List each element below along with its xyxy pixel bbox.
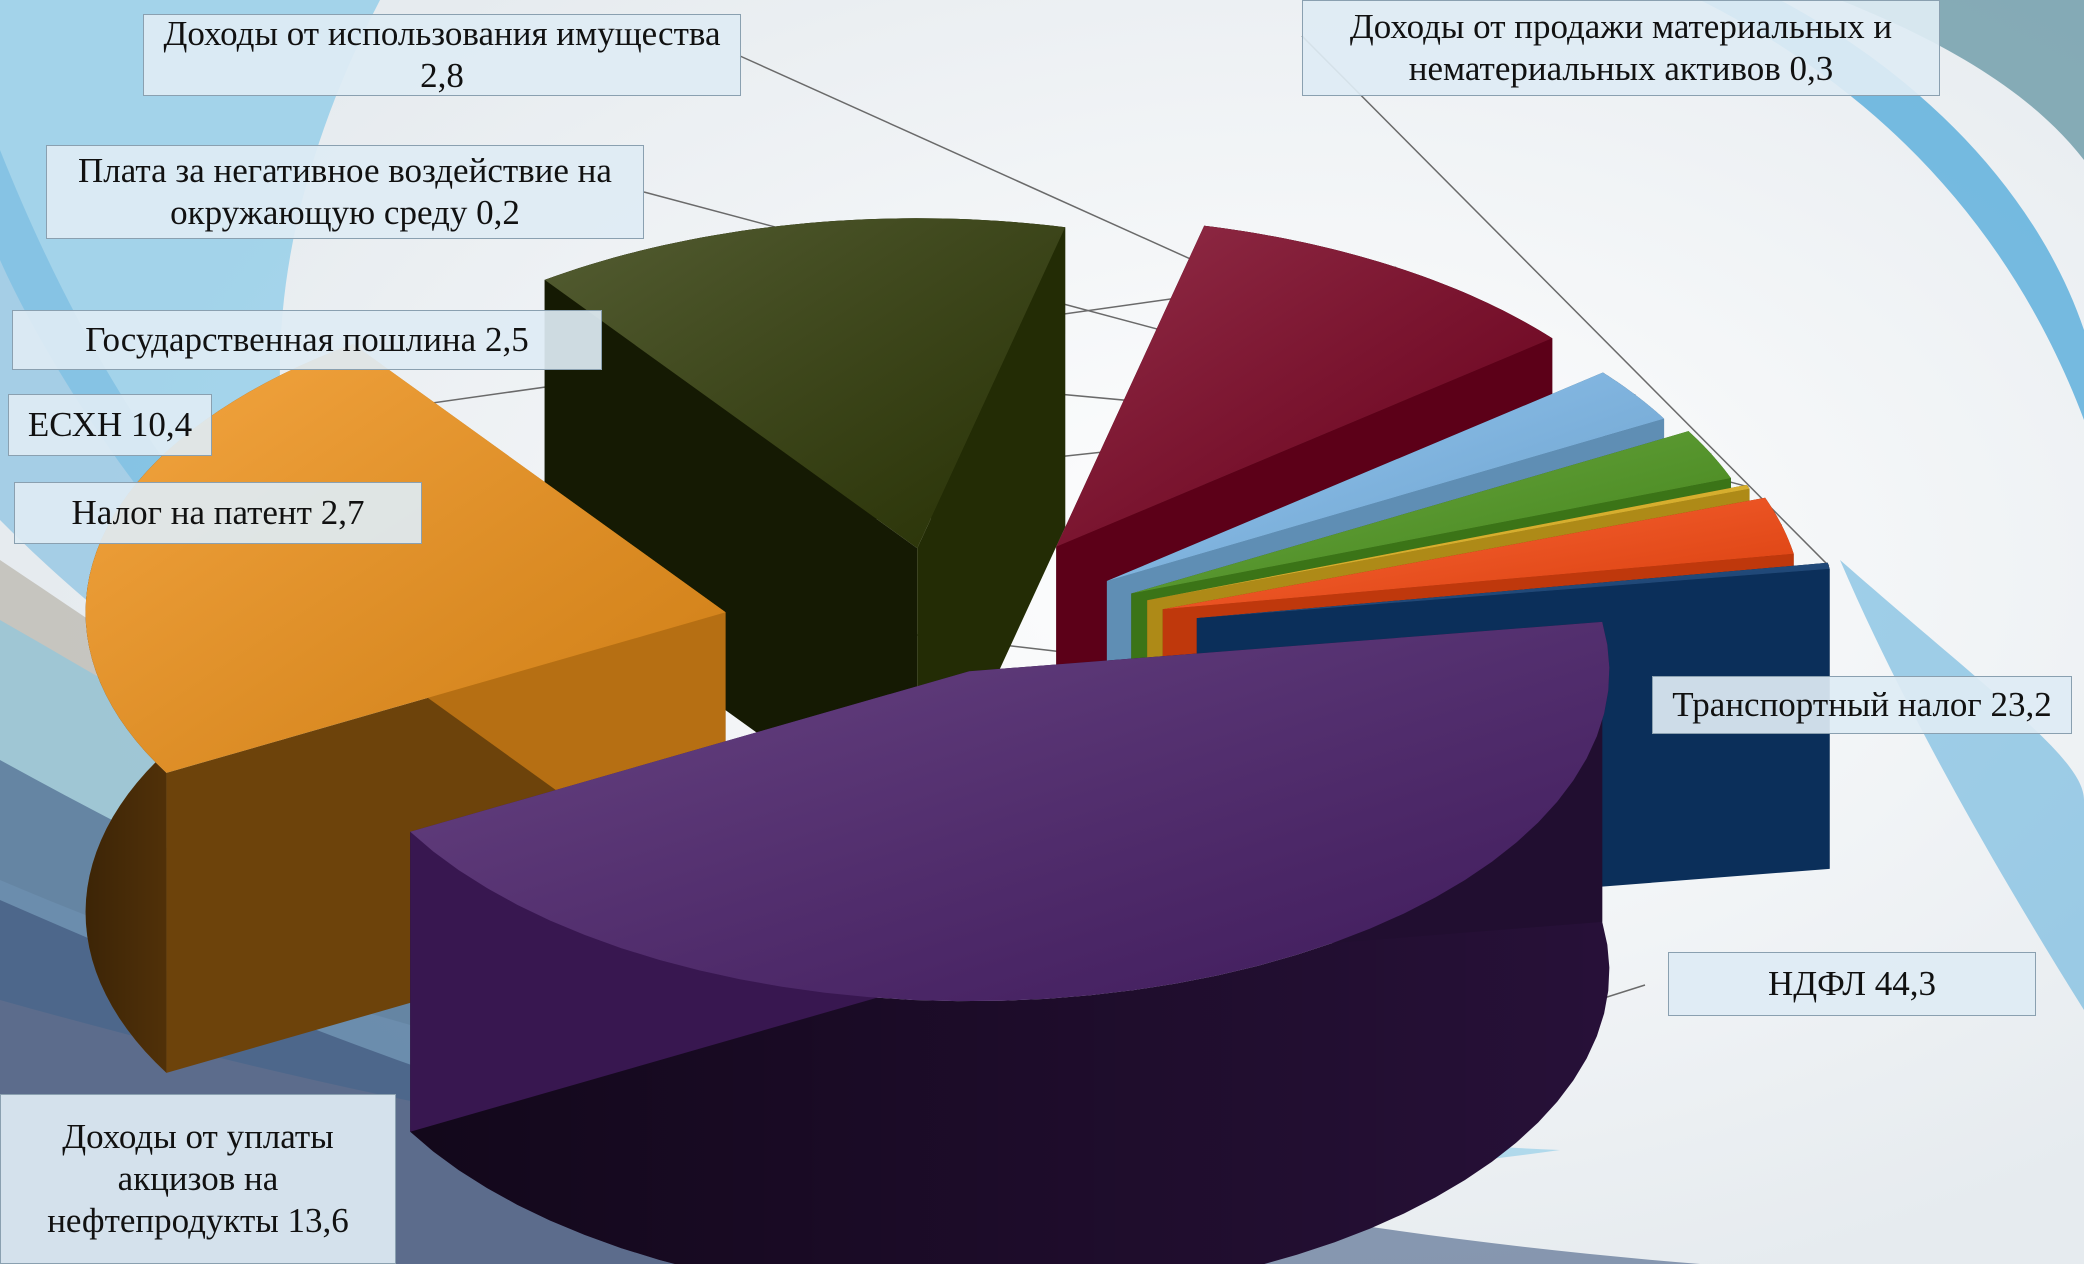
slice-label-asset-sales-text: Доходы от продажи материальных и нематер… bbox=[1349, 7, 1893, 88]
slice-label-ndfl: НДФЛ 44,3 bbox=[1668, 952, 2036, 1016]
pie-slices bbox=[85, 218, 1830, 1264]
slice-label-ndfl-text: НДФЛ 44,3 bbox=[1768, 964, 1936, 1003]
slice-label-patent: Налог на патент 2,7 bbox=[14, 482, 422, 544]
slice-side-shade-ndfl bbox=[410, 621, 1610, 1264]
leader-line-asset-sales bbox=[1301, 35, 1830, 567]
slice-label-eskhn: ЕСХН 10,4 bbox=[8, 394, 212, 456]
slice-top-shade-patent bbox=[1106, 372, 1665, 582]
slice-label-asset-sales: Доходы от продажи материальных и нематер… bbox=[1302, 0, 1940, 96]
slice-label-state-duty-text: Государственная пошлина 2,5 bbox=[85, 320, 529, 359]
slice-label-excise: Доходы от уплаты акцизов на нефтепродукт… bbox=[0, 1094, 396, 1264]
slice-label-property-text: Доходы от использования имущества 2,8 bbox=[163, 14, 721, 95]
slice-top-shade-property bbox=[1162, 497, 1794, 610]
slice-label-state-duty: Государственная пошлина 2,5 bbox=[12, 310, 602, 370]
slice-label-property: Доходы от использования имущества 2,8 bbox=[143, 14, 741, 96]
slice-label-patent-text: Налог на патент 2,7 bbox=[71, 493, 365, 532]
slice-ndfl bbox=[410, 621, 1610, 1264]
slice-top-shade-environment bbox=[1147, 484, 1750, 601]
slice-top-shade-transport-tax bbox=[85, 343, 726, 773]
slice-label-environment: Плата за негативное воздействие на окруж… bbox=[46, 145, 644, 239]
slice-label-transport-tax: Транспортный налог 23,2 bbox=[1652, 676, 2072, 734]
slice-top-shade-eskhn bbox=[1056, 225, 1553, 547]
slice-label-excise-text: Доходы от уплаты акцизов на нефтепродукт… bbox=[47, 1117, 349, 1240]
slice-cut-face-excise bbox=[544, 279, 918, 849]
slice-top-shade-state-duty bbox=[1131, 431, 1731, 594]
slice-label-eskhn-text: ЕСХН 10,4 bbox=[27, 405, 193, 444]
slice-top-shade-asset-sales bbox=[1196, 562, 1830, 619]
slice-top-shade-ndfl bbox=[410, 621, 1610, 1002]
slice-top-shade-excise bbox=[544, 218, 1066, 549]
slice-label-transport-tax-text: Транспортный налог 23,2 bbox=[1672, 685, 2052, 724]
slice-label-environment-text: Плата за негативное воздействие на окруж… bbox=[78, 151, 612, 232]
